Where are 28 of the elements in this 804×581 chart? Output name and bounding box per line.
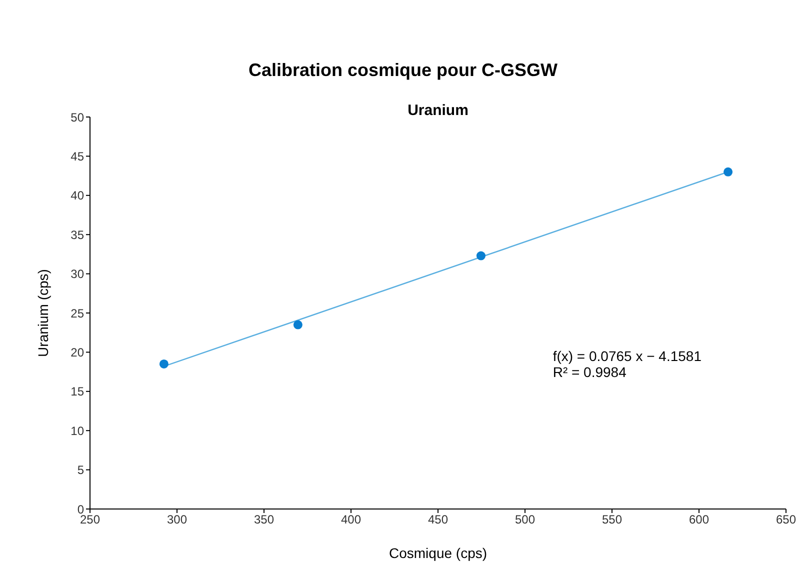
- x-axis-title: Cosmique (cps): [388, 545, 488, 561]
- x-tick-label: 650: [776, 512, 796, 527]
- point: [293, 320, 302, 330]
- x-tick-label: 600: [688, 512, 710, 527]
- x-tick-label: 500: [514, 512, 536, 527]
- y-tick-label: 50: [70, 110, 84, 124]
- point: [159, 359, 168, 368]
- point: [724, 167, 733, 176]
- point: [476, 251, 486, 260]
- y-tick-label: 25: [70, 306, 84, 320]
- y-tick-label: 15: [70, 384, 84, 399]
- y-tick-label: 40: [70, 188, 84, 203]
- chart-subtitle: Uranium: [406, 102, 470, 119]
- y-tick-label: 30: [70, 267, 84, 282]
- x-tick-label: 450: [428, 512, 448, 527]
- annotation: f(x) = 0.0765 x − 4.1581: [552, 348, 702, 364]
- y-tick-label: 5: [77, 463, 84, 478]
- y-tick-label: 10: [70, 424, 84, 438]
- chart-title: Calibration cosmique pour C-GSGW: [247, 60, 558, 81]
- x-tick-label: 350: [254, 512, 274, 527]
- x-tick-label: 550: [602, 512, 622, 527]
- annotation: R² = 0.9984: [552, 364, 628, 380]
- y-tick-label: 35: [70, 228, 84, 242]
- y-axis-title: Uranium (cps): [35, 269, 51, 357]
- y-tick-label: 45: [70, 149, 84, 164]
- x-tick-label: 300: [166, 512, 188, 527]
- x-tick-label: 400: [340, 512, 362, 527]
- y-tick-label: 20: [70, 345, 84, 360]
